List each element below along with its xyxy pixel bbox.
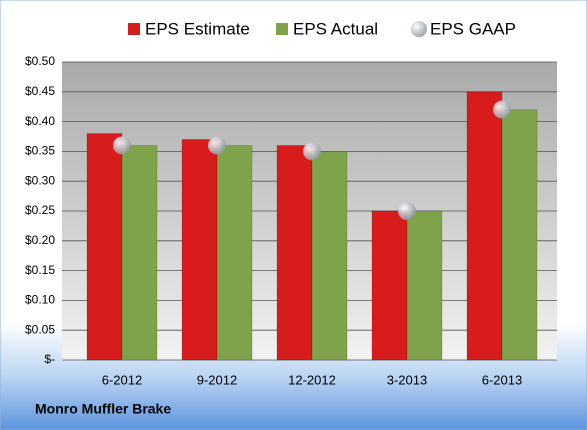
bar	[181, 138, 218, 361]
bar	[311, 150, 348, 361]
legend-marker	[128, 23, 140, 35]
gaap-marker	[493, 100, 511, 119]
y-tick-label: $0.30	[25, 173, 55, 187]
y-tick-label: $0.10	[25, 293, 55, 307]
y-tick-label: $0.20	[25, 233, 55, 247]
y-tick-label: $0.50	[25, 54, 55, 68]
legend-marker	[276, 23, 288, 35]
x-tick-label: 12-2012	[288, 372, 336, 387]
bar	[406, 210, 443, 361]
y-tick-label: $0.05	[25, 322, 55, 336]
legend-marker	[411, 21, 427, 37]
legend-label: EPS GAAP	[430, 19, 516, 38]
gaap-marker	[303, 142, 321, 161]
bar	[86, 133, 123, 361]
x-tick-label: 9-2012	[197, 372, 237, 387]
bar	[501, 109, 538, 361]
y-tick-label: $0.15	[25, 263, 55, 277]
y-tick-label: $0.40	[25, 114, 55, 128]
bar	[276, 144, 313, 361]
bar	[466, 91, 503, 361]
y-tick-label: $0.35	[25, 144, 55, 158]
bar	[216, 144, 253, 361]
x-tick-label: 6-2012	[102, 372, 142, 387]
bar	[121, 144, 158, 361]
gaap-marker	[208, 136, 226, 155]
x-tick-label: 3-2013	[387, 372, 427, 387]
y-tick-label: $0.45	[25, 84, 55, 98]
bar	[371, 210, 408, 361]
footer: Monro Muffler Brake	[35, 401, 171, 417]
legend-label: EPS Actual	[293, 19, 378, 38]
gaap-marker	[398, 202, 416, 220]
x-tick-label: 6-2013	[482, 372, 522, 387]
y-tick-label: $0.25	[25, 203, 55, 217]
gaap-marker	[113, 136, 131, 155]
y-tick-label: $-	[44, 352, 55, 366]
legend-label: EPS Estimate	[145, 19, 250, 38]
